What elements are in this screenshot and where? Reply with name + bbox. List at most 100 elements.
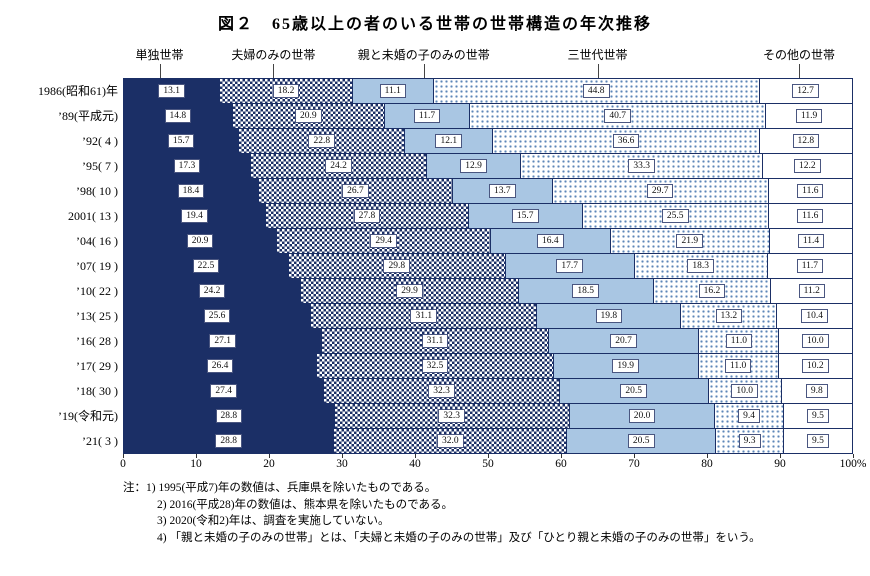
value-label: 20.5: [620, 384, 648, 398]
bar-segment-3: 18.5: [517, 279, 653, 303]
bar-row: ’92( 4 ) 15.7 22.8 12.1 36.6 12.8: [8, 128, 853, 154]
value-label: 17.3: [173, 159, 201, 173]
bar-segment-3: 20.5: [558, 379, 708, 403]
x-tick-label: 20: [263, 458, 275, 470]
x-tick-label: 90: [774, 458, 786, 470]
bar-segment-4: 29.7: [551, 179, 768, 203]
bar-segment-2: 20.9: [231, 104, 384, 128]
value-label: 36.6: [612, 134, 640, 148]
value-label: 17.7: [556, 259, 583, 273]
series-header-label: 親と未婚の子のみの世帯: [357, 48, 490, 62]
bar-row: ’98( 10 ) 18.4 26.7 13.7 29.7 11.6: [8, 178, 853, 204]
value-label: 20.0: [628, 409, 656, 423]
bar-segment-5: 10.2: [777, 354, 852, 378]
value-label: 15.7: [511, 209, 539, 223]
x-tick-label: 10: [190, 458, 202, 470]
value-label: 12.7: [792, 84, 819, 98]
bar-segment-2: 18.2: [219, 79, 352, 103]
value-label: 9.5: [806, 409, 829, 423]
value-label: 22.5: [192, 259, 220, 273]
x-tickmark: [488, 454, 489, 458]
bar-segment-1: 14.8: [124, 104, 232, 128]
x-tickmark: [634, 454, 635, 458]
bar-segment-3: 12.9: [426, 154, 521, 178]
bar-segment-5: 11.4: [768, 229, 852, 253]
value-label: 10.4: [801, 309, 828, 323]
series-header-label: その他の世帯: [762, 48, 835, 62]
value-label: 28.8: [215, 434, 243, 448]
value-label: 29.8: [383, 259, 411, 273]
header-leader-line: [798, 64, 800, 78]
x-tick-label: 40: [409, 458, 421, 470]
series-header-label: 単独世帯: [135, 48, 184, 62]
bar-segment-1: 17.3: [124, 154, 250, 178]
value-label: 12.1: [435, 134, 463, 148]
bar-segment-5: 11.2: [770, 279, 852, 303]
year-label: ’13( 25 ): [76, 309, 118, 323]
year-label: ’98( 10 ): [76, 184, 118, 198]
bar-track: 13.1 18.2 11.1 44.8 12.7: [123, 78, 853, 104]
bar-segment-4: 11.0: [698, 329, 779, 353]
value-label: 19.9: [612, 359, 640, 373]
bar-row: ’16( 28 ) 27.1 31.1 20.7 11.0 10.0: [8, 328, 853, 354]
value-label: 15.7: [167, 134, 195, 148]
bar-segment-1: 25.6: [124, 304, 311, 328]
bar-segment-3: 12.1: [404, 129, 493, 153]
series-headers: 単独世帯 夫婦のみの世帯 親と未婚の子のみの世帯 三世代世帯 その他の世帯: [123, 42, 853, 78]
bar-segment-4: 25.5: [581, 204, 768, 228]
value-label: 13.7: [489, 184, 516, 198]
value-label: 32.3: [438, 409, 466, 423]
value-label: 19.8: [595, 309, 623, 323]
value-label: 18.5: [572, 284, 599, 298]
bar-track: 27.4 32.3 20.5 10.0 9.8: [123, 378, 853, 404]
year-label: 1986(昭和61)年: [38, 84, 118, 98]
value-label: 18.3: [687, 259, 714, 273]
value-label: 25.6: [203, 309, 231, 323]
bar-segment-1: 24.2: [124, 279, 301, 303]
note-line: 4) 「親と未婚の子のみの世帯」とは、「夫婦と未婚の子のみの世帯」及び「ひとり親…: [157, 532, 761, 545]
value-label: 32.0: [437, 434, 464, 448]
value-label: 44.8: [582, 84, 610, 98]
year-label: ’18( 30 ): [76, 384, 118, 398]
bar-segment-4: 11.0: [697, 354, 778, 378]
bar-segment-2: 26.7: [257, 179, 452, 203]
value-label: 29.9: [396, 284, 423, 298]
header-leader-line: [597, 64, 599, 78]
bar-segment-4: 36.6: [492, 129, 759, 153]
header-leader-line: [273, 64, 275, 78]
bar-row: 2001( 13 ) 19.4 27.8 15.7 25.5 11.6: [8, 203, 853, 229]
notes: 注：1) 1995(平成7)年の数値は、兵庫県を除いたものである。 2) 2016…: [123, 480, 870, 547]
x-tick-label: 60: [555, 458, 567, 470]
header-leader-line: [423, 64, 425, 78]
value-label: 11.0: [725, 359, 752, 373]
value-label: 13.1: [158, 84, 185, 98]
bar-segment-4: 9.4: [714, 404, 783, 428]
value-label: 40.7: [604, 109, 631, 123]
bar-segment-4: 44.8: [432, 79, 759, 103]
bar-segment-4: 18.3: [633, 254, 767, 278]
x-tick-label: 30: [336, 458, 348, 470]
header-leader-line: [159, 64, 161, 78]
x-tick-label: 80: [701, 458, 713, 470]
bar-segment-5: 9.5: [782, 429, 852, 453]
bar-segment-5: 12.2: [762, 154, 852, 178]
bar-segment-3: 19.9: [552, 354, 698, 378]
x-tick-label: 70: [628, 458, 640, 470]
bar-row: ’89(平成元) 14.8 20.9 11.7 40.7 11.9: [8, 103, 853, 129]
bar-segment-3: 20.7: [547, 329, 699, 353]
x-tick-label: 0: [120, 458, 126, 470]
bar-segment-4: 10.0: [707, 379, 781, 403]
figure-title: 図２ 65歳以上の者のいる世帯の世帯構造の年次推移: [217, 16, 652, 33]
value-label: 11.4: [797, 234, 825, 248]
bar-row: ’04( 16 ) 20.9 29.4 16.4 21.9 11.4: [8, 228, 853, 254]
value-label: 12.9: [460, 159, 487, 173]
value-label: 25.5: [661, 209, 689, 223]
bar-segment-3: 20.0: [568, 404, 715, 428]
bar-row: ’19(令和元) 28.8 32.3 20.0 9.4 9.5: [8, 403, 853, 429]
year-label: ’17( 29 ): [76, 359, 118, 373]
note-line: 3) 2020(令和2)年は、調査を実施していない。: [157, 515, 390, 528]
value-label: 12.2: [794, 159, 821, 173]
bar-row: ’18( 30 ) 27.4 32.3 20.5 10.0 9.8: [8, 378, 853, 404]
bar-segment-1: 27.4: [124, 379, 324, 403]
value-label: 24.2: [325, 159, 352, 173]
